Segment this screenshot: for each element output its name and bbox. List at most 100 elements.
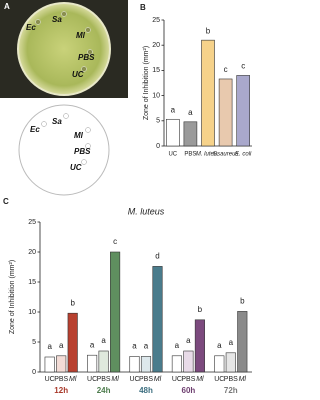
significance-letter: a [47,342,52,351]
group-label: 12h [54,386,68,395]
significance-letter: b [240,297,245,306]
x-tick-label: Ml [196,376,204,383]
plate-label: Sa [52,15,62,24]
plate-label: Ec [26,23,36,32]
bar [110,251,121,373]
group-label: 60h [182,386,196,395]
significance-letter: b [70,298,75,307]
x-tick-label: Ml [154,376,162,383]
well [35,19,41,25]
bar [218,78,233,147]
well-outline [63,113,69,119]
plate-label: Ml [76,31,86,40]
x-tick-label: PBS [139,376,153,383]
x-tick-label: UC [214,376,224,383]
significance-letter: a [175,341,180,350]
significance-letter: c [224,65,228,74]
bar [225,352,236,373]
x-tick-label: PBS [181,376,195,383]
significance-letter: a [186,336,191,345]
plate-label: Sa [52,117,62,126]
x-tick-label: UC [168,152,177,158]
significance-letter: b [198,305,203,314]
significance-letter: b [206,26,211,35]
plate-label: UC [70,163,82,172]
x-tick-label: PBS [184,152,196,158]
significance-letter: a [188,108,193,117]
bar [236,75,250,147]
y-tick-label: 15 [28,279,36,286]
bar [214,355,225,373]
bar [183,121,198,147]
plate-label: PBS [74,147,91,156]
y-tick-label: 5 [32,339,36,346]
bar [194,319,205,373]
y-tick-label: 10 [28,309,36,316]
significance-letter: a [144,342,149,351]
y-tick-label: 20 [152,42,160,49]
well-outline [85,127,91,133]
significance-letter: a [59,341,64,350]
x-tick-label: S. aureus [213,152,239,158]
bar [183,350,194,373]
panel-label: C [3,197,9,206]
y-tick-label: 0 [156,143,160,150]
bar [152,266,163,373]
significance-letter: c [241,62,245,71]
significance-letter: a [229,338,234,347]
x-tick-label: UC [129,376,139,383]
y-tick-label: 15 [152,67,160,74]
bar [44,356,55,373]
x-tick-label: Ml [111,376,119,383]
plate-label: Ec [30,125,40,134]
x-tick-label: UC [87,376,97,383]
bar [171,355,182,373]
well [85,27,91,33]
significance-letter: a [217,341,222,350]
panel-label: A [4,2,10,11]
bar [67,312,78,373]
x-tick-label: M. luteus [196,152,220,158]
x-tick-label: Ml [69,376,77,383]
well [87,49,93,55]
x-tick-label: Ml [239,376,247,383]
y-tick-label: 0 [32,369,36,376]
group-label: 72h [224,386,238,395]
y-tick-label: 25 [28,219,36,226]
y-axis-label: Zone of Inhibition (mm²) [9,260,16,334]
x-tick-label: PBS [97,376,111,383]
significance-letter: c [113,237,117,246]
significance-letter: a [101,336,106,345]
bar [140,356,152,373]
y-axis-label: Zone of Inhibition (mm²) [143,46,150,120]
y-tick-label: 5 [156,118,160,125]
significance-letter: a [171,105,176,114]
petri-dish [17,2,111,96]
bar [98,350,109,373]
plate-label: Ml [74,131,84,140]
well-outline [81,159,87,165]
well-outline [41,121,47,127]
y-tick-label: 20 [28,249,36,256]
bar [87,354,98,373]
panel-label: B [140,3,146,12]
significance-letter: a [132,342,137,351]
well [81,66,87,72]
well [61,11,67,17]
bar [201,39,215,147]
well-outline [85,143,91,149]
x-tick-label: UC [45,376,55,383]
group-label: 24h [97,386,111,395]
plate-label: PBS [78,53,95,62]
chart-title: M. luteus [128,206,165,216]
significance-letter: a [90,340,95,349]
group-label: 48h [139,386,153,395]
plate-diagram [18,104,110,196]
figure: A EcEcSaSaMlMlPBSPBSUCUCB0510152025Zone … [0,0,252,395]
plate-label: UC [72,70,84,79]
y-tick-label: 10 [152,92,160,99]
x-tick-label: UC [172,376,182,383]
bar [56,355,67,373]
x-tick-label: PBS [54,376,68,383]
y-tick-label: 25 [152,17,160,24]
